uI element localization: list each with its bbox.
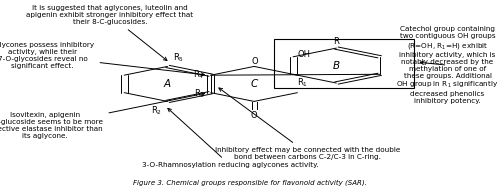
Text: 3-O-Rhamnosylation reducing aglycones activity.: 3-O-Rhamnosylation reducing aglycones ac… (142, 108, 318, 168)
Text: O: O (252, 57, 258, 66)
Text: R$_4$: R$_4$ (194, 68, 205, 81)
Bar (274, 39, 414, 88)
Text: R$_5$: R$_5$ (172, 51, 184, 64)
Text: O: O (251, 111, 258, 120)
Text: Inhibitory effect may be connected with the double
bond between carbons C-2/C-3 : Inhibitory effect may be connected with … (215, 88, 400, 160)
Text: Figure 3. Chemical groups responsible for flavonoid activity (SAR).: Figure 3. Chemical groups responsible fo… (133, 179, 367, 186)
Text: OH: OH (297, 50, 310, 59)
Text: R$_1$: R$_1$ (297, 76, 308, 89)
Text: Aglycones possess inhibitory
activity, while their
7-O-glycosides reveal no
sign: Aglycones possess inhibitory activity, w… (0, 42, 204, 76)
Text: C: C (250, 79, 258, 89)
Text: Isovitexin, apigenin
8-C-glucoside seems to be more
effective elastase inhibitor: Isovitexin, apigenin 8-C-glucoside seems… (0, 92, 204, 139)
Text: Catechol group containing
two contiguous OH groups
(R=OH, R$_1$=H) exhibit
inhib: Catechol group containing two contiguous… (396, 26, 498, 104)
Text: R$_2$: R$_2$ (152, 105, 162, 117)
Text: R: R (334, 37, 340, 46)
Text: It is suggested that aglycones, luteolin and
apigenin exhibit stronger inhibitor: It is suggested that aglycones, luteolin… (26, 5, 194, 60)
Text: R$_3$: R$_3$ (194, 87, 205, 100)
Text: A: A (164, 79, 171, 89)
Text: B: B (333, 61, 340, 70)
